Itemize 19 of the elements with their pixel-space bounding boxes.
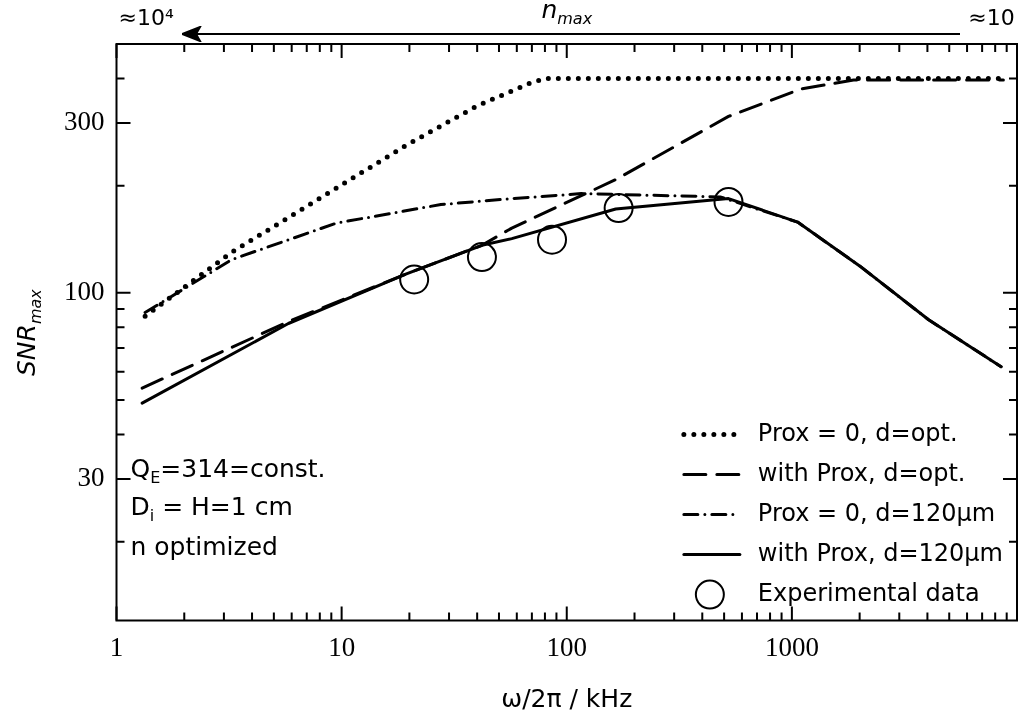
annotation: Q$_{E}$=314=const. xyxy=(130,454,326,488)
text: n$_{max}$ xyxy=(541,0,593,29)
legend-label: with Prox, d=120μm xyxy=(757,538,1004,567)
x-tick-label: 1 xyxy=(109,631,124,662)
legend-label: with Prox, d=opt. xyxy=(757,458,966,487)
legend-label: Prox = 0, d=opt. xyxy=(757,418,958,447)
y-tick-label: 100 xyxy=(64,275,105,306)
text: ≈10 xyxy=(968,5,1015,32)
annotation: D$_{i}$ = H=1 cm xyxy=(130,492,293,526)
x-axis-title: ω/2π / kHz xyxy=(501,683,633,713)
legend-label: Experimental data xyxy=(757,578,980,607)
y-tick-label: 30 xyxy=(77,462,105,493)
legend-label: Prox = 0, d=120μm xyxy=(757,498,996,527)
annotation: n optimized xyxy=(130,531,278,562)
x-tick-label: 1000 xyxy=(764,631,819,662)
x-tick-label: 10 xyxy=(328,631,356,662)
text: ≈10⁴ xyxy=(118,5,174,32)
y-tick-label: 300 xyxy=(64,106,105,137)
x-tick-label: 100 xyxy=(546,631,587,662)
